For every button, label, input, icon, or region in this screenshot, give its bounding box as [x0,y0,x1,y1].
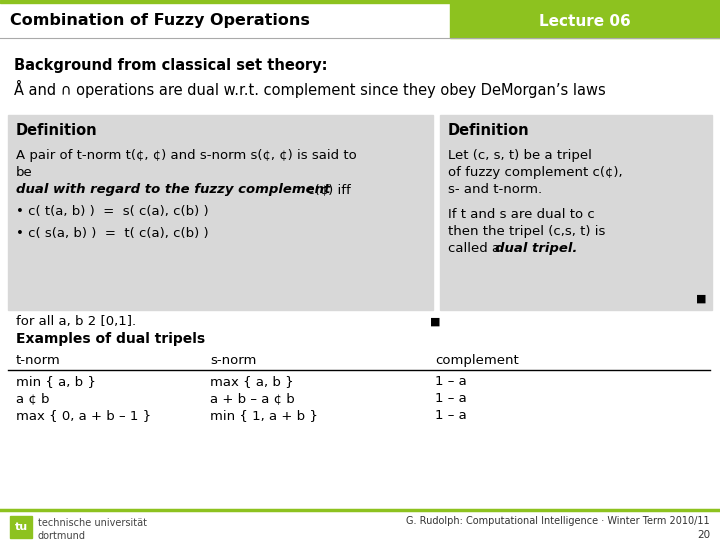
Text: Background from classical set theory:: Background from classical set theory: [14,58,328,73]
Text: If t and s are dual to c: If t and s are dual to c [448,208,595,221]
Bar [10,516,32,538]
Text: 1 – a: 1 – a [435,409,467,422]
Text: • c( s(a, b) )  =  t( c(a), c(b) ): • c( s(a, b) ) = t( c(a), c(b) ) [16,227,209,240]
Text: then the tripel (c,s, t) is: then the tripel (c,s, t) is [448,225,606,238]
Bar [8,115,433,310]
Text: a ¢ b: a ¢ b [16,392,50,405]
Text: min { a, b }: min { a, b } [16,375,96,388]
Text: tu: tu [14,522,27,532]
Text: 20: 20 [697,530,710,540]
Text: complement: complement [435,354,518,367]
Text: A pair of t-norm t(¢, ¢) and s-norm s(¢, ¢) is said to: A pair of t-norm t(¢, ¢) and s-norm s(¢,… [16,149,356,162]
Text: Combination of Fuzzy Operations: Combination of Fuzzy Operations [10,14,310,29]
Text: 1 – a: 1 – a [435,375,467,388]
Text: Definition: Definition [16,123,98,138]
Text: Examples of dual tripels: Examples of dual tripels [16,332,205,346]
Text: min { 1, a + b }: min { 1, a + b } [210,409,318,422]
Text: Å and ∩ operations are dual w.r.t. complement since they obey DeMorgan’s laws: Å and ∩ operations are dual w.r.t. compl… [14,80,606,98]
Bar [450,3,720,38]
Text: Lecture 06: Lecture 06 [539,14,631,29]
Text: G. Rudolph: Computational Intelligence · Winter Term 2010/11: G. Rudolph: Computational Intelligence ·… [406,516,710,526]
Text: called a: called a [448,242,505,255]
Text: of fuzzy complement c(¢),: of fuzzy complement c(¢), [448,166,623,179]
Text: 1 – a: 1 – a [435,392,467,405]
Text: max { a, b }: max { a, b } [210,375,294,388]
Text: technische universität
dortmund: technische universität dortmund [38,518,147,540]
Text: ■: ■ [430,317,441,327]
Text: be: be [16,166,32,179]
Text: Definition: Definition [448,123,530,138]
Text: Let (c, s, t) be a tripel: Let (c, s, t) be a tripel [448,149,592,162]
Text: t-norm: t-norm [16,354,60,367]
Text: s-norm: s-norm [210,354,256,367]
Bar [0,0,720,3]
Bar [440,115,712,310]
Text: dual tripel.: dual tripel. [495,242,577,255]
Text: dual with regard to the fuzzy complement: dual with regard to the fuzzy complement [16,183,330,196]
Text: s- and t-norm.: s- and t-norm. [448,183,542,196]
Text: ■: ■ [696,294,706,304]
Text: c(¢) iff: c(¢) iff [303,183,351,196]
Text: max { 0, a + b – 1 }: max { 0, a + b – 1 } [16,409,151,422]
Bar [0,3,720,38]
Text: a + b – a ¢ b: a + b – a ¢ b [210,392,294,405]
Text: for all a, b 2 [0,1].: for all a, b 2 [0,1]. [16,315,136,328]
Text: • c( t(a, b) )  =  s( c(a), c(b) ): • c( t(a, b) ) = s( c(a), c(b) ) [16,205,209,218]
